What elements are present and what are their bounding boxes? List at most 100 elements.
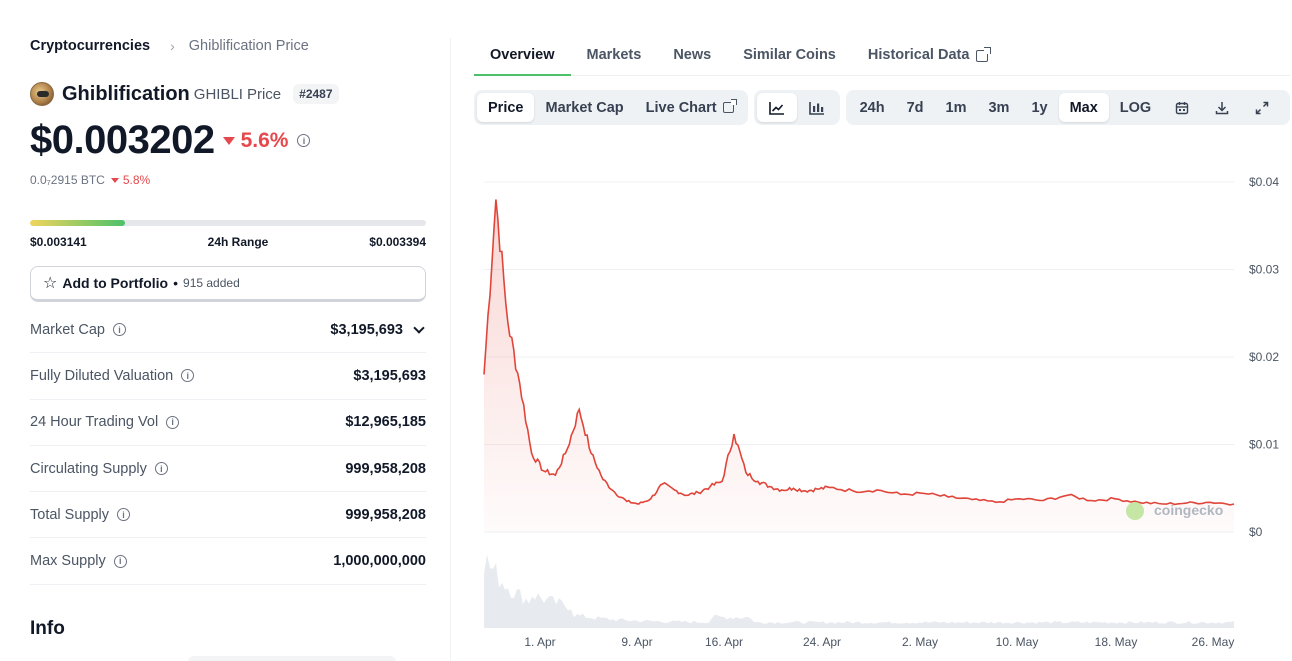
range-label: Max (1069, 99, 1098, 116)
candlestick-icon (808, 101, 824, 115)
range-label: 24h (859, 99, 885, 116)
market-cap-toggle[interactable]: Market Cap (534, 93, 634, 122)
info-icon[interactable]: i (154, 462, 168, 476)
btc-price-row: 0.0₇2915 BTC 5.8% (30, 173, 150, 187)
tab-markets[interactable]: Markets (571, 38, 658, 76)
time-range-selector: 24h 7d 1m 3m 1y Max LOG (845, 90, 1290, 125)
tab-label: Historical Data (867, 47, 970, 63)
candlestick-chart-button[interactable] (797, 93, 837, 122)
fullscreen-icon (1255, 101, 1269, 114)
market-cap-dropdown[interactable]: $3,195,693 (330, 322, 426, 338)
range-3m-button[interactable]: 3m (977, 93, 1020, 122)
x-tick-label: 2. May (902, 635, 938, 649)
range-label: 7d (906, 99, 924, 116)
price-line (483, 199, 1235, 506)
external-link-icon (722, 99, 737, 113)
stat-row-fdv: Fully Diluted Valuation i $3,195,693 (30, 353, 426, 400)
range-low: $0.003141 (30, 235, 87, 249)
price-chart[interactable]: $0.04 $0.03 $0.02 $0.01 $0 1. Apr 9. Apr 16. A… (474, 140, 1292, 661)
btc-change-value: 5.8% (122, 173, 151, 187)
stat-value: 999,958,208 (345, 506, 426, 523)
chevron-down-icon (413, 321, 425, 334)
caret-down-icon (110, 177, 119, 183)
external-link-icon (976, 47, 992, 62)
stat-row-volume: 24 Hour Trading Vol i $12,965,185 (30, 400, 426, 446)
price-toggle[interactable]: Price (477, 93, 535, 122)
info-link-pill[interactable] (188, 656, 396, 661)
stat-row-market-cap: Market Cap i $3,195,693 (30, 307, 426, 354)
info-icon[interactable]: i (297, 134, 311, 147)
info-icon[interactable]: i (117, 508, 130, 522)
x-tick-label: 24. Apr (803, 635, 841, 649)
download-button[interactable] (1202, 93, 1242, 122)
watermark-text: coingecko (1154, 502, 1223, 518)
price-change-24h: 5.6% (222, 128, 289, 153)
coin-summary-panel: Cryptocurrencies › Ghiblification Price … (30, 0, 426, 661)
tab-similar-coins[interactable]: Similar Coins (727, 38, 852, 76)
stat-value: 1,000,000,000 (333, 553, 426, 570)
tab-news[interactable]: News (657, 38, 727, 76)
main-tabs: Overview Markets News Similar Coins Hist… (474, 38, 1290, 76)
breadcrumb-cryptocurrencies-link[interactable]: Cryptocurrencies (30, 38, 151, 54)
line-chart-icon (768, 101, 784, 115)
coin-name: Ghiblification (62, 82, 190, 105)
fullscreen-button[interactable] (1242, 93, 1282, 122)
x-tick-label: 10. May (996, 635, 1039, 649)
range-max-button[interactable]: Max (1058, 93, 1109, 122)
price-change-value: 5.6% (240, 128, 289, 152)
range-bar-fill (30, 220, 126, 226)
range-24h-button[interactable]: 24h (849, 93, 896, 122)
info-icon[interactable]: i (113, 554, 127, 568)
column-divider (450, 38, 451, 661)
toggle-label: Market Cap (545, 99, 624, 116)
chart-kind-selector (753, 90, 840, 125)
rank-badge: #2487 (293, 84, 339, 104)
separator-dot: • (173, 275, 179, 291)
coingecko-watermark: coingecko (1126, 502, 1223, 520)
info-icon[interactable]: i (112, 323, 126, 337)
stat-row-circulating-supply: Circulating Supply i 999,958,208 (30, 446, 426, 493)
calendar-icon (1176, 101, 1189, 114)
caret-down-icon (222, 136, 235, 145)
stat-label: Market Cap (30, 321, 105, 338)
info-icon[interactable]: i (181, 369, 195, 383)
tab-label: Similar Coins (743, 47, 836, 63)
stat-row-max-supply: Max Supply i 1,000,000,000 (30, 538, 426, 585)
range-label: 3m (988, 99, 1010, 116)
coin-header: Ghiblification GHIBLI Price #2487 (30, 82, 339, 106)
star-icon: ☆ (43, 275, 58, 292)
stat-row-total-supply: Total Supply i 999,958,208 (30, 492, 426, 539)
stats-list: Market Cap i $3,195,693 Fully Diluted Val… (30, 307, 426, 585)
range-label: 1y (1031, 99, 1048, 116)
price-row: $0.003202 5.6% i (30, 118, 311, 163)
live-chart-link[interactable]: Live Chart (635, 93, 745, 122)
stat-value: $3,195,693 (353, 367, 426, 384)
range-1m-button[interactable]: 1m (935, 93, 978, 122)
btc-change: 5.8% (110, 173, 151, 187)
range-1y-button[interactable]: 1y (1020, 93, 1058, 122)
x-tick-label: 16. Apr (705, 635, 743, 649)
line-chart-button[interactable] (756, 93, 797, 122)
info-icon[interactable]: i (166, 415, 180, 429)
stat-label: Max Supply (30, 553, 106, 570)
tab-label: Overview (490, 47, 555, 63)
stat-label: 24 Hour Trading Vol (30, 414, 159, 431)
range-bar-24h (30, 220, 426, 226)
range-7d-button[interactable]: 7d (896, 93, 935, 122)
y-tick-label: $0.04 (1249, 175, 1279, 189)
range-label: 1m (945, 99, 967, 116)
date-picker-button[interactable] (1162, 93, 1202, 122)
log-scale-button[interactable]: LOG (1109, 93, 1162, 122)
stat-value: 999,958,208 (345, 460, 426, 477)
info-heading: Info (30, 618, 65, 639)
add-to-portfolio-button[interactable]: ☆ Add to Portfolio • 915 added (30, 266, 426, 302)
tab-overview[interactable]: Overview (474, 38, 571, 76)
y-tick-label: $0.01 (1249, 438, 1279, 452)
tab-historical-data[interactable]: Historical Data (852, 38, 1005, 76)
chart-toolbar: Price Market Cap Live Chart 24h 7d 1m 3m… (474, 90, 1290, 125)
price-chart-svg[interactable]: $0.04 $0.03 $0.02 $0.01 $0 1. Apr 9. Apr 16. A… (474, 140, 1292, 661)
btc-price: 0.0₇2915 BTC (30, 173, 105, 187)
coin-price-label: Price (246, 85, 282, 103)
breadcrumb-chevron-icon: › (170, 38, 175, 54)
stat-value: $3,195,693 (330, 321, 403, 338)
